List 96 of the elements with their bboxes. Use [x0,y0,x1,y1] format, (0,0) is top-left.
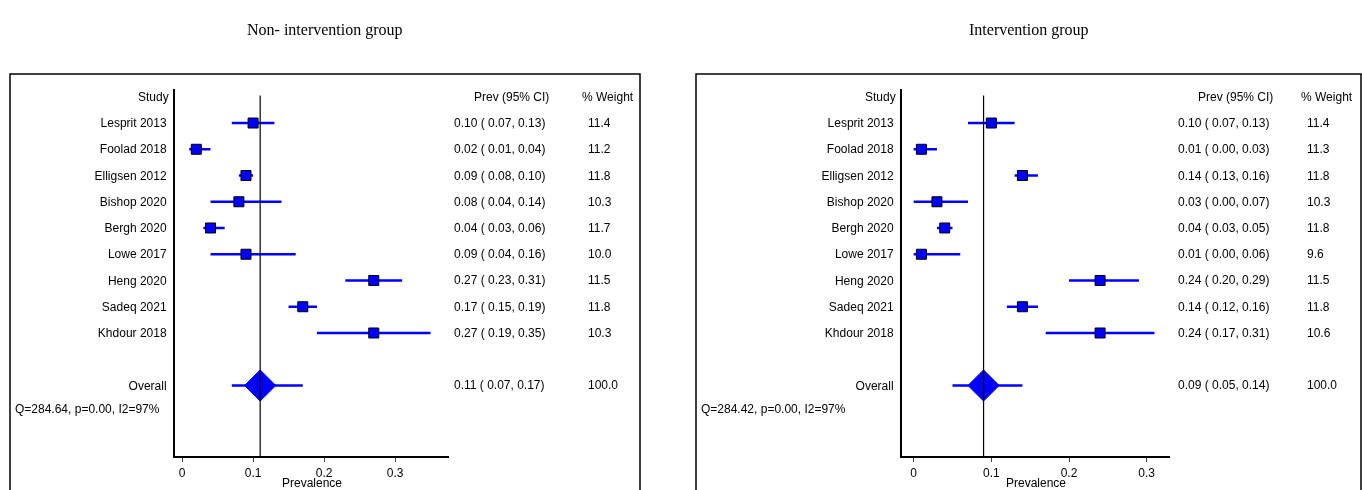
point [1016,301,1028,313]
y-tick-label: Heng 2020 [834,273,894,288]
y-axis-title: Study [865,90,896,104]
x-tick-label: 0 [178,465,186,480]
text: 9.6 [1307,247,1325,261]
point [1016,170,1028,182]
text: 11.5 [1307,273,1330,287]
data-label: 0.04 ( 0.03, 0.06) [454,221,546,235]
point [190,143,202,155]
text: 11.4 [1307,116,1330,130]
point [240,170,252,182]
point [915,248,927,260]
y-tick-label: Foolad 2018 [99,142,167,157]
point [1094,327,1106,339]
text: 11.7 [588,221,611,235]
data-label: 0.14 ( 0.12, 0.16) [1178,300,1270,314]
x-tick-label: 0.3 [1138,465,1156,480]
point [985,117,997,129]
x-tick-label: 0 [910,465,918,480]
y-tick-label: Sadeq 2021 [101,299,167,314]
point [931,196,943,208]
x-tick-label: 0.3 [386,465,404,480]
data-label: 0.02 ( 0.01, 0.04) [454,142,546,156]
text: 10.0 [588,247,612,261]
text: 10.6 [1307,326,1331,340]
text: 11.8 [588,169,611,183]
data-label: 0.01 ( 0.00, 0.06) [1178,247,1270,261]
data-label: 0.27 ( 0.19, 0.35) [454,326,546,340]
text: 11.8 [588,300,611,314]
data-label: 0.24 ( 0.17, 0.31) [1178,326,1270,340]
y-tick-label: Sadeq 2021 [828,299,894,314]
data-label: 0.01 ( 0.00, 0.03) [1178,142,1270,156]
y-tick-label: Khdour 2018 [824,326,894,341]
text: 11.2 [588,142,611,156]
point [297,301,309,313]
y-tick-label: Elligsen 2012 [821,168,894,183]
chart-title: Intervention group [969,21,1089,39]
data-label: 0.24 ( 0.20, 0.29) [1178,273,1270,287]
y-tick-label: Foolad 2018 [826,142,894,157]
y-tick-label: Bishop 2020 [826,194,894,209]
data-label: 0.03 ( 0.00, 0.07) [1178,195,1270,209]
text: 11.5 [588,273,611,287]
chart-title: Non- intervention group [247,21,403,39]
y-axis-title: Study [138,90,169,104]
point [233,196,245,208]
y-tick-label: Bergh 2020 [831,221,894,236]
y-tick-label: Elligsen 2012 [94,168,167,183]
y-tick-label: Khdour 2018 [97,326,167,341]
data-label: 0.10 ( 0.07, 0.13) [1178,116,1270,130]
text: Prev (95% CI) [474,90,550,104]
text: 100.0 [588,378,619,392]
point [240,248,252,260]
y-tick-label: Lowe 2017 [834,247,894,262]
point [1094,275,1106,286]
y-tick-label: Heng 2020 [107,273,167,288]
text: Prev (95% CI) [1198,90,1274,104]
text: % Weight [1301,90,1353,104]
data-label: 0.08 ( 0.04, 0.14) [454,195,546,209]
data-label: 0.17 ( 0.15, 0.19) [454,300,546,314]
point [204,222,216,234]
text: 10.3 [588,195,612,209]
text: 10.3 [1307,195,1331,209]
y-tick-label: Overall [128,378,167,393]
y-tick-label: Bishop 2020 [99,194,167,209]
text: 100.0 [1307,378,1338,392]
data-label: 0.27 ( 0.23, 0.31) [454,273,546,287]
point [368,275,380,286]
text: 11.8 [1307,300,1330,314]
data-label: 0.10 ( 0.07, 0.13) [454,116,546,130]
point [939,222,951,234]
data-label: 0.14 ( 0.13, 0.16) [1178,169,1270,183]
text: 11.3 [1307,142,1330,156]
text: 0.09 ( 0.05, 0.14) [1178,378,1270,392]
text: 11.8 [1307,221,1330,235]
data-label: 0.09 ( 0.08, 0.10) [454,169,546,183]
text: 0.11 ( 0.07, 0.17) [454,378,545,392]
point [967,369,1000,402]
data-label: 0.09 ( 0.04, 0.16) [454,247,546,261]
text: 11.8 [1307,169,1330,183]
point [247,117,259,129]
y-tick-label: Overall [855,378,894,393]
x-tick-label: 0.1 [244,465,262,480]
point [244,369,277,402]
data-label: 0.04 ( 0.03, 0.05) [1178,221,1270,235]
y-tick-label: Bergh 2020 [104,221,167,236]
text: Q=284.42, p=0.00, I2=97% [701,402,846,416]
point [368,327,380,339]
text: 10.3 [588,326,612,340]
y-tick-label: Lesprit 2013 [827,116,894,131]
text: 11.4 [588,116,611,130]
y-tick-label: Lowe 2017 [107,247,167,262]
point [915,143,927,155]
text: Q=284.64, p=0.00, I2=97% [15,402,160,416]
text: % Weight [582,90,634,104]
y-tick-label: Lesprit 2013 [100,116,167,131]
x-tick-label: 0.1 [982,465,1000,480]
